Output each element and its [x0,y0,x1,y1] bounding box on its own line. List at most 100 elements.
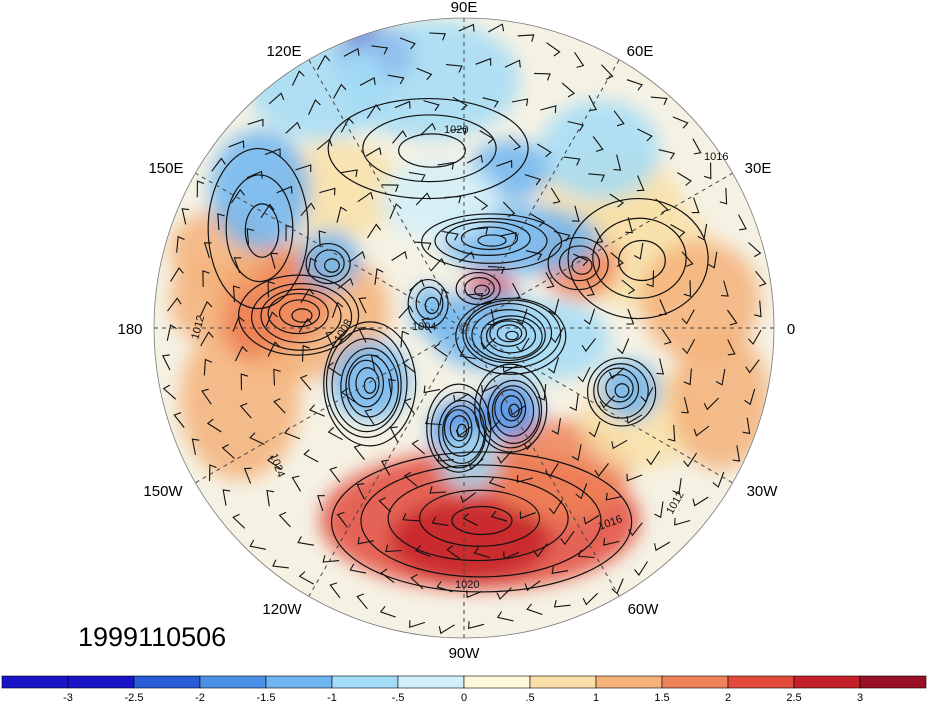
wind-barb [246,228,255,245]
wind-barb [473,195,489,211]
wind-barb [582,592,598,606]
isobar-line [451,505,513,536]
wind-barb [672,478,682,495]
contour-label: 1020 [444,124,468,136]
wind-barb [433,342,448,358]
wind-barb [745,359,760,374]
anomaly-blob [640,240,760,360]
colorbar-swatch [199,675,267,689]
wind-barb [633,242,644,260]
isobar-line [327,97,529,200]
isobar-line [460,226,519,251]
wind-barb [329,582,341,599]
isobar-line [438,399,486,464]
wind-barb [628,522,643,537]
colorbar-swatch [133,675,201,689]
wind-barb [488,476,506,489]
isobar-line [434,217,548,264]
wind-barb [667,424,676,442]
wind-barb [341,387,356,403]
wind-barb [707,251,718,269]
wind-barb [266,489,275,507]
wind-barb [285,121,301,134]
isobar-line [387,475,569,562]
isobar-line [471,309,546,362]
isobar-line [267,292,329,335]
wind-barb [316,138,333,151]
wind-barb [692,496,709,507]
wind-barb [336,511,348,528]
wind-barbs [161,23,767,635]
wind-barb [481,384,498,393]
wind-barb [414,241,432,251]
wind-barb [747,329,762,345]
anomaly-shading [170,20,770,590]
wind-barb [387,74,405,85]
anomaly-blob [170,260,230,340]
wind-barb [331,301,344,318]
wind-barb [356,483,365,500]
wind-barb [551,566,569,574]
wind-barb [519,511,536,520]
wind-barb [170,267,184,282]
wind-barb [540,105,557,113]
wind-barb [551,418,562,435]
wind-barb [488,266,505,275]
wind-barb [409,620,426,629]
wind-barb [327,426,343,441]
longitude-label-60w: 60W [628,601,660,618]
wind-barb [577,549,595,559]
wind-barb [524,580,541,592]
wind-barb [738,214,747,231]
wind-barb [496,611,514,622]
contour-label: 1004 [412,321,436,333]
wind-barb [601,64,614,80]
wind-barb [621,279,636,295]
wind-barb [742,417,751,435]
wind-barb [239,402,252,419]
wind-barb [594,227,604,244]
wind-barb [358,297,367,314]
wind-barb [488,23,505,33]
anomaly-blob [300,230,360,290]
wind-barb [490,510,508,522]
wind-barb [359,77,376,86]
isobar-line [567,197,709,320]
wind-barb [502,364,519,373]
colorbar: -3 -2.5 -2 -1.5 -1 -.5 0 .5 1 1.5 2 2.5 3 [1,675,927,702]
wind-barb [466,154,483,164]
wind-barb [659,299,668,316]
longitude-label-150e: 150E [148,160,183,177]
wind-barb [200,331,214,347]
wind-barb [548,499,563,515]
isobar-line [462,299,562,369]
longitude-label-120e: 120E [266,43,301,60]
meridian-60e-120w [308,59,620,597]
wind-barb [246,170,263,179]
wind-barb [681,338,696,355]
isobar-line [305,242,351,285]
wind-barb [683,280,692,298]
wind-barb [370,354,379,371]
wind-barb [272,559,289,569]
wind-barb [260,203,275,219]
wind-barb [408,171,426,182]
wind-barb [511,98,529,106]
wind-barb [176,235,185,253]
wind-barb [201,388,212,405]
wind-barb [337,277,354,290]
wind-barb [380,459,391,476]
colorbar-swatch [529,675,597,689]
wind-barb [577,367,591,383]
wind-barb [504,59,521,68]
wind-barb [366,104,381,119]
wind-barb [655,198,669,214]
wind-barb [479,130,495,144]
wind-barb [500,232,517,240]
wind-barb [394,100,411,109]
wind-barb [588,95,598,112]
wind-barb [462,513,479,526]
isobar-line [418,489,541,547]
